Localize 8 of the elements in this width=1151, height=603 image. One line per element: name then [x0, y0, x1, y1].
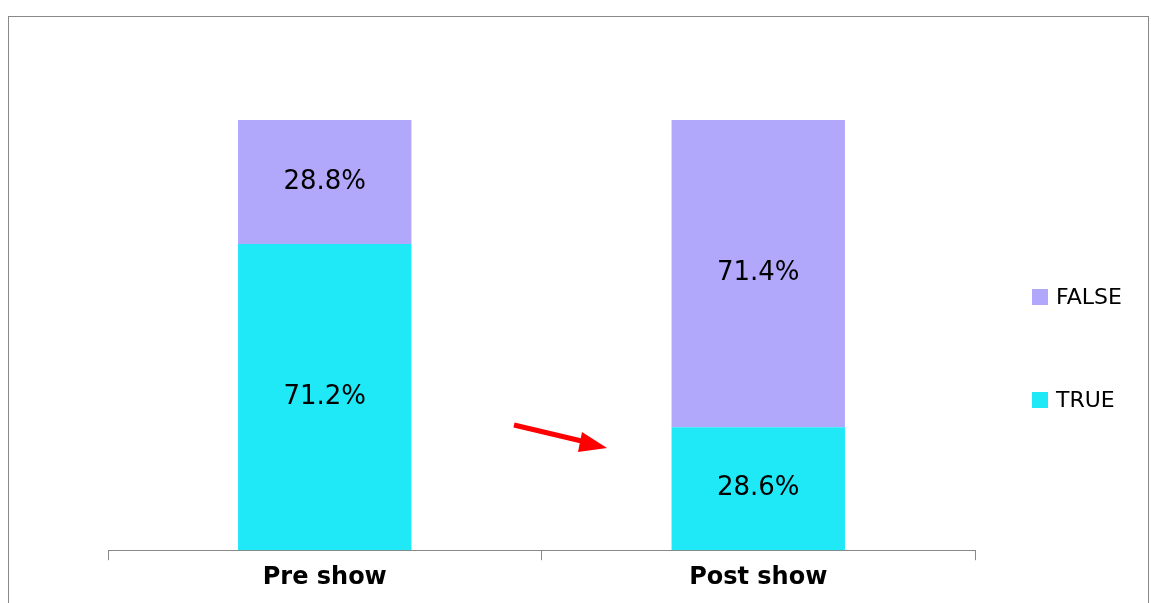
legend-label: TRUE	[1056, 387, 1115, 412]
data-label: 28.8%	[283, 164, 367, 195]
legend-label: FALSE	[1056, 284, 1122, 309]
x-tick-label: Post show	[689, 561, 828, 590]
data-label: 28.6%	[716, 471, 800, 502]
data-label: 71.2%	[283, 379, 367, 410]
x-tick-label: Pre show	[262, 561, 387, 590]
data-label: 71.4%	[716, 256, 800, 287]
